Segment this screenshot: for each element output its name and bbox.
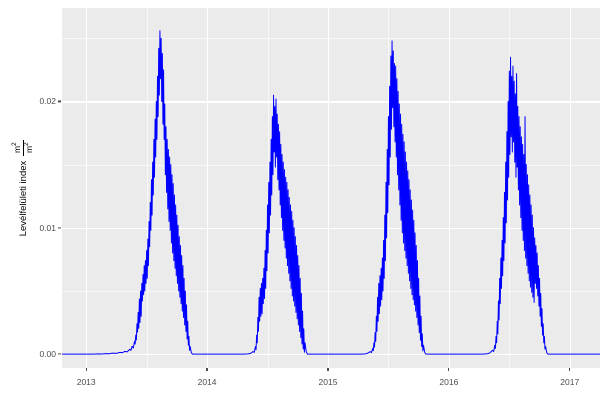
x-tick-label: 2013 <box>76 377 96 387</box>
gridline <box>327 8 330 368</box>
x-tick-mark <box>85 368 87 371</box>
gridline <box>509 8 511 368</box>
data-line-levelfeluleti-index <box>62 31 600 354</box>
gridline <box>207 8 209 368</box>
numerator-exponent: 2 <box>10 142 18 146</box>
x-tick-mark <box>569 368 571 371</box>
y-tick-label: 0.02 <box>39 96 56 107</box>
x-tick-label: 2016 <box>439 377 459 387</box>
gridline <box>267 8 269 368</box>
x-tick-mark <box>327 368 329 371</box>
series-layer <box>62 8 600 368</box>
y-tick-label: 0.00 <box>39 348 56 359</box>
x-tick-mark <box>448 368 450 371</box>
gridline <box>388 8 390 368</box>
gridline <box>86 8 88 368</box>
y-axis-units-numerator: m2 <box>10 142 22 154</box>
y-axis-title: Levélfelületi index m2 m2 <box>10 8 34 368</box>
gridline <box>62 101 600 103</box>
gridline <box>62 227 600 229</box>
gridline <box>62 290 600 292</box>
gridline <box>448 8 451 368</box>
x-tick-mark <box>206 368 208 371</box>
denominator-exponent: 2 <box>22 142 30 146</box>
y-tick-mark <box>58 100 61 103</box>
x-tick-label: 2014 <box>197 377 217 387</box>
gridline <box>62 38 600 40</box>
y-axis-units-fraction: m2 m2 <box>10 139 34 156</box>
plot-panel <box>62 8 600 368</box>
gridline <box>62 354 600 356</box>
gridline <box>569 8 571 368</box>
y-tick-mark <box>58 227 61 229</box>
gridline <box>146 8 148 368</box>
y-axis-title-text: Levélfelületi index <box>17 160 29 237</box>
x-tick-label: 2015 <box>318 377 338 387</box>
y-tick-mark <box>58 353 61 355</box>
gridline <box>62 164 600 166</box>
y-axis-units-denominator: m2 <box>22 142 34 154</box>
x-tick-label: 2017 <box>560 377 580 387</box>
y-tick-label: 0.01 <box>39 222 56 233</box>
